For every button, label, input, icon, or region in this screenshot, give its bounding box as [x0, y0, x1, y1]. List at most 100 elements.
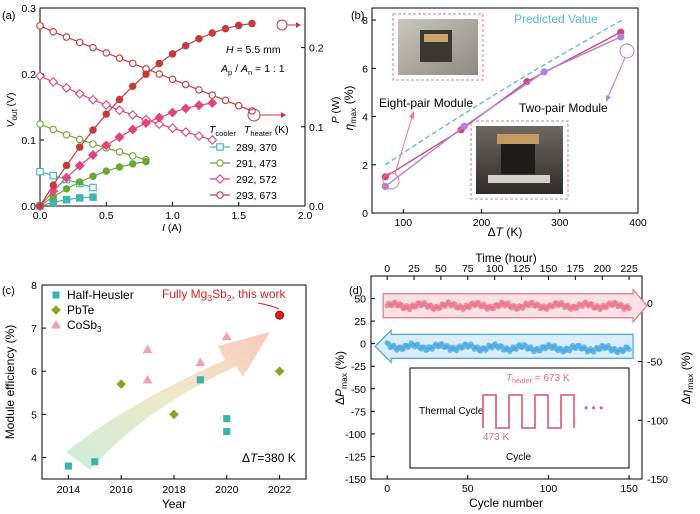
panel-a-ticks: 0.0 0.5 1.0 1.5 2.00.00.10.20.30.00.10.2	[21, 3, 323, 222]
panel-d-top-tick-label: 225	[620, 263, 638, 275]
panel-a-voltage-point-2	[48, 76, 59, 87]
panel-a-y2tick-label: 0.2	[309, 43, 324, 55]
panel-a-legend-marker-2	[215, 174, 225, 184]
panel-d-right-tick-label: -150	[647, 474, 668, 486]
panel-b: (b) 100 200 300 400 0 2 4 6 8 Predicted Value ΔT…	[342, 7, 647, 239]
panel-c-point-2	[195, 357, 206, 367]
panel-a-legend-label-3: 293, 673	[236, 190, 277, 202]
panel-c-ylabel: Module efficiency (%)	[3, 325, 17, 440]
panel-d-ytick-label: -150	[345, 474, 366, 486]
panel-a-power-point-3	[89, 126, 97, 134]
panel-a-power-point-3	[76, 143, 84, 151]
panel-a-power-point-0	[76, 194, 84, 202]
panel-a-voltage-point-3	[115, 54, 124, 62]
panel-a-voltage-point-2	[167, 123, 178, 134]
panel-a-xtick-label: 2.0	[298, 210, 313, 222]
panel-a-xtick-label: 1.5	[231, 210, 246, 222]
panel-b-ytick-label: 6	[362, 63, 368, 75]
panel-a-power-point-2	[127, 124, 138, 135]
panel-b-xlabel: ΔT (K)	[488, 225, 523, 239]
panel-a-power-circle	[276, 19, 288, 31]
panel-a-voltage-point-2	[207, 135, 218, 145]
panel-d-ytick-label: -100	[345, 429, 366, 441]
panel-a: (a) 0.0 0.5 1.0 1.5 2.00.00.10.20.30.00.10.2…	[2, 3, 342, 234]
panel-c-ytick-label: 8	[31, 280, 37, 292]
panel-b-ytick-label: 8	[362, 15, 368, 27]
panel-d-xtick-label: 0	[384, 483, 390, 495]
panel-d-top-tick-label: 125	[513, 263, 531, 275]
panel-d-top-tick-label: 175	[567, 263, 585, 275]
panel-b-ytick-label: 0	[362, 208, 368, 220]
panel-c-ticks: 2014 2016 2018 2020 2022 4 5 6 7 8	[31, 280, 291, 496]
panel-a-power-point-3	[115, 95, 124, 104]
panel-a-power-point-2	[141, 118, 151, 128]
panel-a-voltage-point-2	[88, 94, 98, 105]
panel-d-top-tick-label: 75	[462, 263, 474, 275]
eight-pair-photo-frame	[392, 13, 484, 81]
panel-d-top-tick-label: 25	[408, 263, 420, 275]
panel-d-ticks: 0 50 100 150 -150 -125 -100 -75 -50 -25 0 25 50 0 25 50…	[345, 263, 668, 495]
panel-a-legend-marker-1	[216, 159, 224, 167]
panel-b-point-1	[617, 33, 625, 41]
panel-a-voltage-point-1	[62, 130, 71, 139]
panel-c-xtick-label: 2018	[162, 484, 186, 496]
panel-a-power-point-3	[221, 24, 230, 33]
two-pair-module-base	[488, 175, 550, 183]
panel-a-y2label: P (W)	[330, 97, 342, 124]
panel-a-annotation-ratio: Ap / An = 1 : 1	[220, 63, 285, 77]
panel-a-markers	[35, 19, 256, 211]
panel-a-power-point-2	[194, 100, 204, 111]
panel-c-point-1	[116, 379, 126, 389]
panel-a-power-point-2	[114, 132, 125, 143]
panel-c-point-0	[223, 428, 231, 436]
panel-b-xtick-label: 200	[473, 217, 491, 229]
panel-a-legend-label-1: 291, 473	[236, 158, 277, 170]
panel-a-power-point-2	[101, 140, 112, 151]
two-pair-module-top	[497, 134, 539, 144]
panel-a-ytick-label: 0.3	[21, 3, 36, 15]
panel-a-voltage-point-3	[235, 101, 243, 110]
panel-a-power-point-3	[49, 181, 57, 189]
panel-b-eight-label: Eight-pair Module	[379, 96, 473, 110]
panel-b-ylabel: ηmax (%)	[342, 86, 358, 131]
panel-c-point-0	[91, 458, 99, 466]
panel-d-inset-high: Theater = 673 K	[506, 373, 570, 385]
panel-d-ytick-label: 0	[360, 339, 366, 351]
panel-b-two-label: Two-pair Module	[519, 101, 608, 115]
panel-a-power-point-3	[168, 50, 177, 58]
panel-d-inset-left: Thermal Cycle	[419, 406, 484, 417]
panel-c-point-2	[142, 374, 153, 384]
panel-a-power-point-1	[115, 163, 124, 171]
panel-a-voltage-point-3	[155, 70, 164, 78]
panel-a-power-point-2	[167, 107, 178, 118]
panel-c-legend-label-0: Half-Heusler	[67, 288, 134, 302]
panel-c-highlight-arrow	[257, 302, 280, 310]
panel-b-ticks: 100 200 300 400 0 2 4 6 8	[362, 15, 647, 229]
panel-d-ytick-label: 25	[354, 316, 366, 328]
panel-a-voltage-point-2	[194, 131, 204, 142]
panel-a-power-point-3	[248, 19, 256, 28]
panel-a-voltage-point-1	[49, 125, 57, 134]
panel-a-voltage-point-2	[127, 109, 138, 120]
panel-d-ytick-label: -25	[351, 361, 366, 373]
panel-b-predicted-label: Predicted Value	[514, 12, 598, 26]
two-pair-module-image	[501, 144, 535, 174]
panel-d-right-tick-label: 0	[647, 298, 653, 310]
panel-a-power-point-2	[61, 172, 72, 183]
panel-a-power-point-3	[62, 161, 71, 170]
panel-d-top-label: Time (hour)	[475, 251, 537, 265]
panel-a-voltage-point-3	[168, 75, 177, 84]
panel-b-two-circle	[619, 43, 635, 59]
panel-c-ytick-label: 4	[31, 452, 37, 464]
panel-a-y2tick-label: 0.0	[309, 201, 324, 213]
panel-c-xtick-label: 2020	[215, 484, 239, 496]
panel-c-legend-marker-0	[52, 291, 60, 299]
panel-a-voltage-point-1	[115, 148, 124, 156]
panel-a-power-point-2	[88, 150, 98, 160]
panel-a-voltage-point-1	[129, 152, 137, 160]
panel-c-highlight-label: Fully Mg3Sb2, this work	[162, 287, 287, 303]
panel-a-voltage-point-3	[182, 80, 190, 89]
panel-a-power-point-2	[207, 98, 218, 109]
panel-a-voltage-point-3	[36, 22, 44, 30]
panel-a-voltage-point-3	[208, 91, 217, 99]
